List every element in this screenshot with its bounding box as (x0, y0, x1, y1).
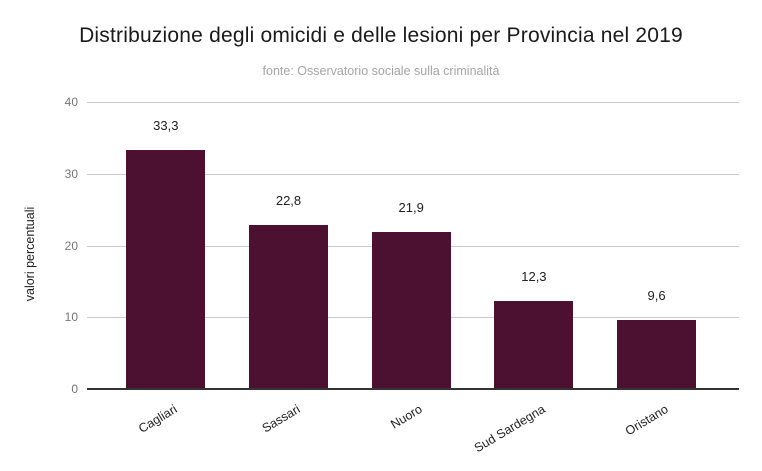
bar-value-label: 9,6 (647, 288, 666, 304)
chart-title: Distribuzione degli omicidi e delle lesi… (79, 24, 683, 47)
x-category-label: Sud Sardegna (471, 401, 548, 456)
y-tick-label: 0 (71, 382, 78, 396)
gridline (87, 173, 739, 175)
bar-nuoro (371, 231, 451, 389)
y-tick-label: 10 (64, 310, 78, 325)
y-tick-label: 20 (64, 238, 78, 253)
bar-cagliari (126, 150, 206, 389)
bar-value-label: 33,3 (153, 118, 179, 134)
chart-subtitle: fonte: Osservatorio sociale sulla crimin… (262, 64, 500, 78)
bar-sud-sardegna (494, 300, 574, 389)
x-category-label: Cagliari (135, 401, 180, 436)
bar-value-label: 12,3 (521, 268, 547, 284)
x-category-label: Oristano (622, 401, 671, 439)
bar-oristano (617, 320, 697, 389)
x-category-label: Sassari (259, 401, 303, 436)
x-axis-line (87, 388, 739, 390)
bar-value-label: 22,8 (275, 193, 302, 209)
y-tick-label: 40 (64, 95, 78, 109)
x-category-label: Nuoro (388, 401, 425, 432)
bar-value-label: 21,9 (398, 199, 424, 215)
bar-sassari (249, 225, 328, 389)
y-tick-label: 30 (64, 166, 78, 181)
gridline (87, 102, 739, 103)
